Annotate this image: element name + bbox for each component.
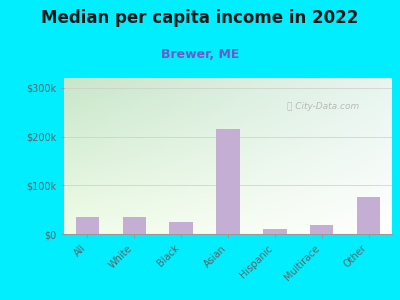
Bar — [122, 217, 146, 234]
Bar — [76, 217, 99, 234]
Bar — [357, 197, 380, 234]
Bar — [170, 222, 193, 234]
Text: Median per capita income in 2022: Median per capita income in 2022 — [41, 9, 359, 27]
Bar — [263, 229, 286, 234]
Text: Brewer, ME: Brewer, ME — [161, 48, 239, 61]
Bar — [310, 225, 334, 234]
Text: ⓘ City-Data.com: ⓘ City-Data.com — [287, 102, 359, 111]
Bar — [216, 129, 240, 234]
